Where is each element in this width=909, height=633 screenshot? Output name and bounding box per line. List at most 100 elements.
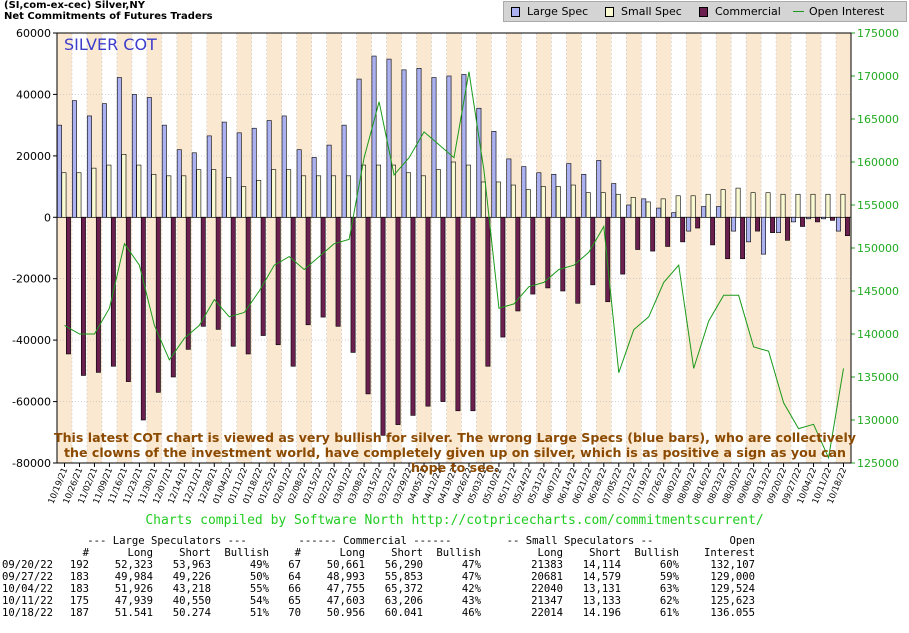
table-cell: 183 [69, 583, 89, 595]
y2-tick-label: 175000 [857, 27, 899, 40]
bar [536, 172, 542, 218]
bar [446, 75, 452, 218]
bar [650, 216, 656, 252]
bar [720, 189, 726, 218]
bar [806, 216, 811, 220]
legend-label: Commercial [715, 5, 781, 18]
table-cell: 63% [659, 583, 679, 595]
bar [675, 195, 681, 218]
bar [755, 216, 760, 232]
bar [361, 164, 367, 218]
bar [76, 172, 82, 218]
bar [485, 216, 491, 367]
bar [686, 216, 692, 232]
bar [301, 175, 307, 218]
alternating-band [566, 33, 582, 463]
table-cell: 47% [461, 559, 481, 571]
table-cell: 136.055 [710, 607, 755, 619]
y2-tick-label: 170000 [857, 70, 899, 83]
table-group-header: Open [729, 535, 755, 547]
bar [271, 169, 277, 218]
bar [455, 216, 461, 412]
table-group-header: ------ Commercial ------ [298, 535, 452, 547]
y-tick-label: 40000 [16, 88, 51, 101]
bar [215, 216, 221, 330]
credit-line[interactable]: Charts compiled by Software North http:/… [145, 513, 764, 528]
bar [410, 216, 416, 416]
alternating-band [776, 33, 792, 463]
table-cell: 47% [461, 571, 481, 583]
bar [350, 216, 356, 353]
table-cell: 47,939 [114, 595, 153, 607]
bar [585, 192, 591, 218]
bar [196, 169, 202, 218]
legend-label: Large Spec [527, 5, 589, 18]
bar [740, 216, 746, 260]
bar [211, 169, 217, 218]
y2-tick-label: 130000 [857, 414, 899, 427]
alternating-band [326, 33, 342, 463]
bar [830, 216, 835, 221]
bar [635, 216, 641, 250]
chart-subtitle: Net Commitments of Futures Traders [4, 11, 213, 22]
table-cell: 70 [288, 607, 301, 619]
legend-swatch [511, 7, 520, 17]
table-cell: 42% [461, 583, 481, 595]
table-cell: 14.196 [582, 607, 621, 619]
bar [680, 216, 686, 243]
table-cell: 60.041 [384, 607, 423, 619]
bar [331, 175, 337, 218]
bar [185, 216, 191, 350]
y2-tick-label: 165000 [857, 113, 899, 126]
table-cell: 56,290 [384, 559, 423, 571]
table-cell: 21383 [531, 559, 563, 571]
bar [125, 216, 131, 382]
bar [436, 169, 441, 218]
bar [765, 192, 771, 218]
bar [286, 169, 292, 218]
table-cell: 59% [659, 571, 679, 583]
alternating-band [716, 33, 732, 463]
table-header: Bullish [634, 547, 679, 559]
alternating-band [626, 33, 642, 463]
table-cell: 65 [288, 595, 301, 607]
bar [151, 173, 157, 218]
table-cell: 21347 [531, 595, 563, 607]
alternating-band [806, 33, 822, 463]
bar [106, 164, 112, 218]
y2-tick-label: 160000 [857, 156, 899, 169]
bar [251, 127, 257, 218]
bar [395, 216, 401, 425]
alternating-band [656, 33, 672, 463]
bar [230, 216, 236, 347]
bar [615, 193, 621, 218]
bar [596, 160, 602, 218]
bar [376, 164, 381, 218]
bar [80, 216, 86, 376]
bar [836, 216, 841, 232]
bar [191, 152, 197, 218]
bar [326, 144, 332, 218]
table-cell: 66 [288, 583, 301, 595]
chart-legend: Large Spec Small Spec Commercial Open Inter… [503, 1, 907, 22]
alternating-band [686, 33, 702, 463]
bar [391, 164, 396, 218]
bar [530, 216, 536, 295]
bar [815, 216, 820, 223]
table-row: 10/18/22 187 51.541 50.274 51% 70 50.956 60.041… [2, 607, 755, 619]
table-cell: 53,963 [172, 559, 211, 571]
table-cell: 50.274 [172, 607, 211, 619]
bar [770, 216, 775, 233]
table-row: 09/27/22 183 49,984 49,226 50% 64 48,993 55,853… [2, 571, 755, 583]
table-cell: 62% [659, 595, 679, 607]
table-cell: 22040 [531, 583, 563, 595]
bar [320, 216, 326, 318]
bar [750, 192, 756, 218]
bar [590, 216, 596, 286]
table-header: # [82, 547, 89, 559]
bar [335, 216, 341, 327]
bar [690, 195, 696, 218]
table-cell: 61% [659, 607, 679, 619]
table-header: Short [391, 547, 423, 559]
legend-line-swatch [793, 11, 804, 12]
